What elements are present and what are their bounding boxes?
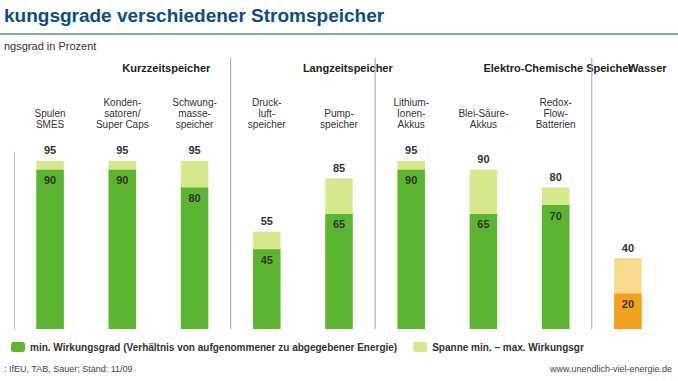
- svg-text:80: 80: [188, 192, 200, 204]
- svg-text:masse-: masse-: [178, 108, 211, 119]
- svg-text:20: 20: [622, 298, 634, 310]
- svg-text:speicher: speicher: [320, 119, 358, 130]
- svg-text:95: 95: [116, 144, 128, 156]
- svg-text:40: 40: [622, 242, 634, 254]
- svg-text:kungsgrade verschiedener Strom: kungsgrade verschiedener Stromspeicher: [4, 5, 385, 26]
- svg-text:Akkus: Akkus: [398, 119, 425, 130]
- svg-text:90: 90: [116, 174, 128, 186]
- svg-text:70: 70: [550, 210, 562, 222]
- svg-text:SMES: SMES: [36, 119, 65, 130]
- svg-text:95: 95: [44, 144, 56, 156]
- svg-text:85: 85: [333, 162, 345, 174]
- svg-text:Spulen: Spulen: [35, 108, 66, 119]
- svg-text:Super Caps: Super Caps: [96, 119, 149, 130]
- svg-text:55: 55: [261, 215, 273, 227]
- svg-text:satoren/: satoren/: [104, 108, 140, 119]
- svg-text:speicher: speicher: [176, 119, 214, 130]
- svg-text:www.unendlich-viel-energie.de: www.unendlich-viel-energie.de: [549, 364, 672, 374]
- svg-text:Pump-: Pump-: [324, 108, 353, 119]
- svg-text:speicher: speicher: [248, 119, 286, 130]
- svg-text:Akkus: Akkus: [470, 119, 497, 130]
- svg-text:Batterien: Batterien: [536, 119, 576, 130]
- svg-text:ngsgrad in Prozent: ngsgrad in Prozent: [4, 40, 96, 52]
- svg-text:Redox-: Redox-: [540, 97, 572, 108]
- svg-text:65: 65: [477, 218, 489, 230]
- svg-text:luft-: luft-: [258, 108, 275, 119]
- svg-text:Druck-: Druck-: [252, 97, 281, 108]
- svg-text:Ionen-: Ionen-: [397, 108, 425, 119]
- svg-text:Wasser: Wasser: [628, 62, 667, 74]
- svg-text:Spanne min. – max. Wirkungsgr: Spanne min. – max. Wirkungsgr: [432, 342, 584, 353]
- svg-text:90: 90: [405, 174, 417, 186]
- svg-text:65: 65: [333, 218, 345, 230]
- svg-text:45: 45: [261, 254, 273, 266]
- svg-text:Elektro-Chemische Speicher: Elektro-Chemische Speicher: [483, 62, 633, 74]
- svg-text:Blei-Säure-: Blei-Säure-: [458, 108, 508, 119]
- svg-text:90: 90: [477, 153, 489, 165]
- svg-text:Flow-: Flow-: [543, 108, 567, 119]
- svg-text:Langzeitspeicher: Langzeitspeicher: [303, 62, 394, 74]
- svg-text:95: 95: [188, 144, 200, 156]
- svg-text:95: 95: [405, 144, 417, 156]
- svg-text:80: 80: [550, 171, 562, 183]
- svg-text:Konden-: Konden-: [103, 97, 141, 108]
- svg-text:Schwung-: Schwung-: [172, 97, 216, 108]
- svg-text:min. Wirkungsgrad (Verhältnis: min. Wirkungsgrad (Verhältnis von aufgen…: [30, 342, 397, 353]
- svg-text:90: 90: [44, 174, 56, 186]
- svg-text:Kurzzeitspeicher: Kurzzeitspeicher: [122, 62, 211, 74]
- svg-text:: IfEU, TAB, Sauer; Stand: 11/: : IfEU, TAB, Sauer; Stand: 11/09: [4, 364, 133, 374]
- svg-text:Lithium-: Lithium-: [393, 97, 429, 108]
